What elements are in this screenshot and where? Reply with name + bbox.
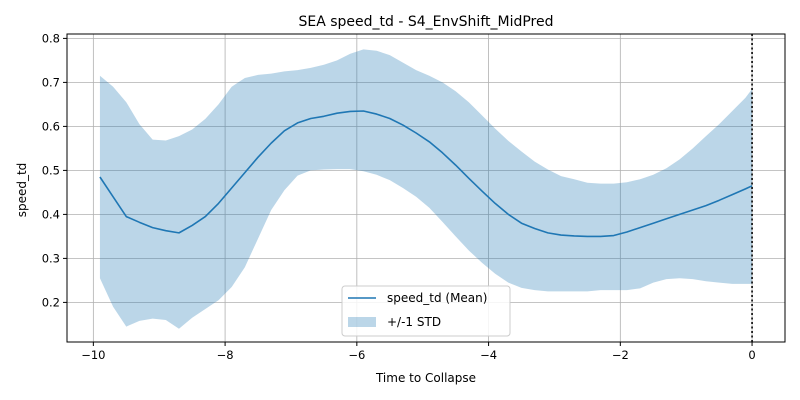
x-tick-label: −2 bbox=[612, 348, 629, 362]
x-tick-label: −8 bbox=[217, 348, 234, 362]
x-tick-label: −4 bbox=[480, 348, 497, 362]
legend-mean-label: speed_td (Mean) bbox=[387, 291, 487, 305]
y-tick-label: 0.4 bbox=[42, 207, 60, 221]
plot-frame bbox=[66, 33, 786, 343]
x-tick-label: −6 bbox=[348, 348, 365, 362]
x-tick-label: 0 bbox=[748, 348, 755, 362]
legend-band-label: +/-1 STD bbox=[387, 315, 441, 329]
std-band-layer bbox=[99, 49, 753, 329]
x-tick-label: −10 bbox=[81, 348, 105, 362]
y-tick-label: 0.2 bbox=[42, 295, 60, 309]
std-band bbox=[99, 49, 753, 329]
y-axis-label: speed_td bbox=[15, 163, 29, 218]
mean-line-layer bbox=[99, 110, 753, 238]
y-tick-label: 0.8 bbox=[42, 31, 60, 45]
y-axis-ticks: 0.2 0.3 0.4 0.5 0.6 0.7 0.8 bbox=[42, 31, 67, 309]
legend-box bbox=[341, 285, 511, 337]
mean-line bbox=[99, 110, 753, 238]
y-tick-label: 0.6 bbox=[42, 119, 60, 133]
y-tick-label: 0.3 bbox=[42, 251, 60, 265]
legend: speed_td (Mean) +/-1 STD bbox=[341, 285, 511, 337]
y-tick-label: 0.7 bbox=[42, 75, 60, 89]
chart-title: SEA speed_td - S4_EnvShift_MidPred bbox=[298, 14, 553, 30]
x-axis-label: Time to Collapse bbox=[375, 371, 476, 385]
legend-band-swatch bbox=[348, 317, 376, 327]
x-axis-ticks: −10 −8 −6 −4 −2 0 bbox=[81, 342, 756, 362]
y-tick-label: 0.5 bbox=[42, 163, 60, 177]
